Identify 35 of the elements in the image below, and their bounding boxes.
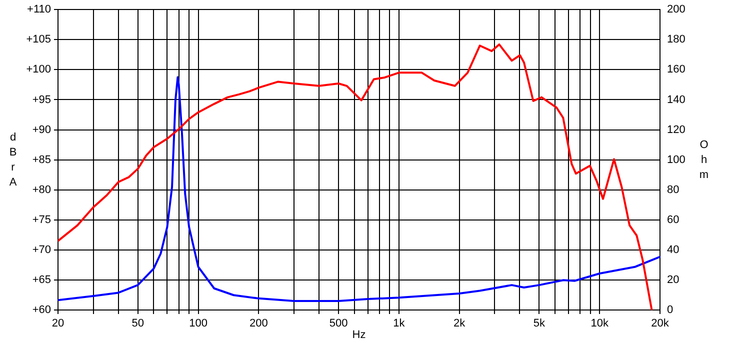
y-tick-label: +110 <box>27 4 51 16</box>
y2-tick-label: 0 <box>667 304 674 316</box>
y2-tick-label: 60 <box>667 214 680 226</box>
x-tick-label: 2k <box>454 318 466 330</box>
y-tick-label: +90 <box>32 124 51 136</box>
y-tick-label: +105 <box>26 34 51 46</box>
x-tick-label: 1k <box>393 318 406 330</box>
x-tick-label: 10k <box>590 318 609 330</box>
y-axis-title: dBrA <box>9 131 18 188</box>
y2-tick-label: 20 <box>667 274 680 286</box>
y-tick-label: +85 <box>32 154 51 166</box>
x-tick-label: 100 <box>189 318 208 330</box>
x-tick-label: 20 <box>52 318 64 330</box>
y-tick-label: +80 <box>32 184 51 196</box>
y2-tick-label: 80 <box>667 184 680 196</box>
x-tick-label: 500 <box>329 318 348 330</box>
x-tick-label: 5k <box>533 318 546 330</box>
y-tick-label: +95 <box>32 94 51 106</box>
y2-tick-label: 120 <box>667 124 686 136</box>
y2-axis-title: Ohm <box>699 138 709 181</box>
y-tick-label: +65 <box>32 274 51 286</box>
y2-tick-label: 180 <box>667 34 686 46</box>
y2-tick-label: 40 <box>667 244 680 256</box>
y2-tick-label: 100 <box>667 154 686 166</box>
x-tick-label: 50 <box>132 318 144 330</box>
x-tick-label: 200 <box>249 318 268 330</box>
y2-tick-label: 160 <box>667 64 686 76</box>
y-tick-label: +100 <box>26 64 51 76</box>
y-tick-label: +60 <box>32 304 51 316</box>
y-tick-label: +70 <box>32 244 51 256</box>
x-tick-label: 20k <box>651 318 670 330</box>
y2-tick-label: 140 <box>667 94 686 106</box>
x-axis-title: Hz <box>352 329 366 342</box>
y-tick-label: +75 <box>32 214 51 226</box>
y2-tick-label: 200 <box>667 4 686 16</box>
